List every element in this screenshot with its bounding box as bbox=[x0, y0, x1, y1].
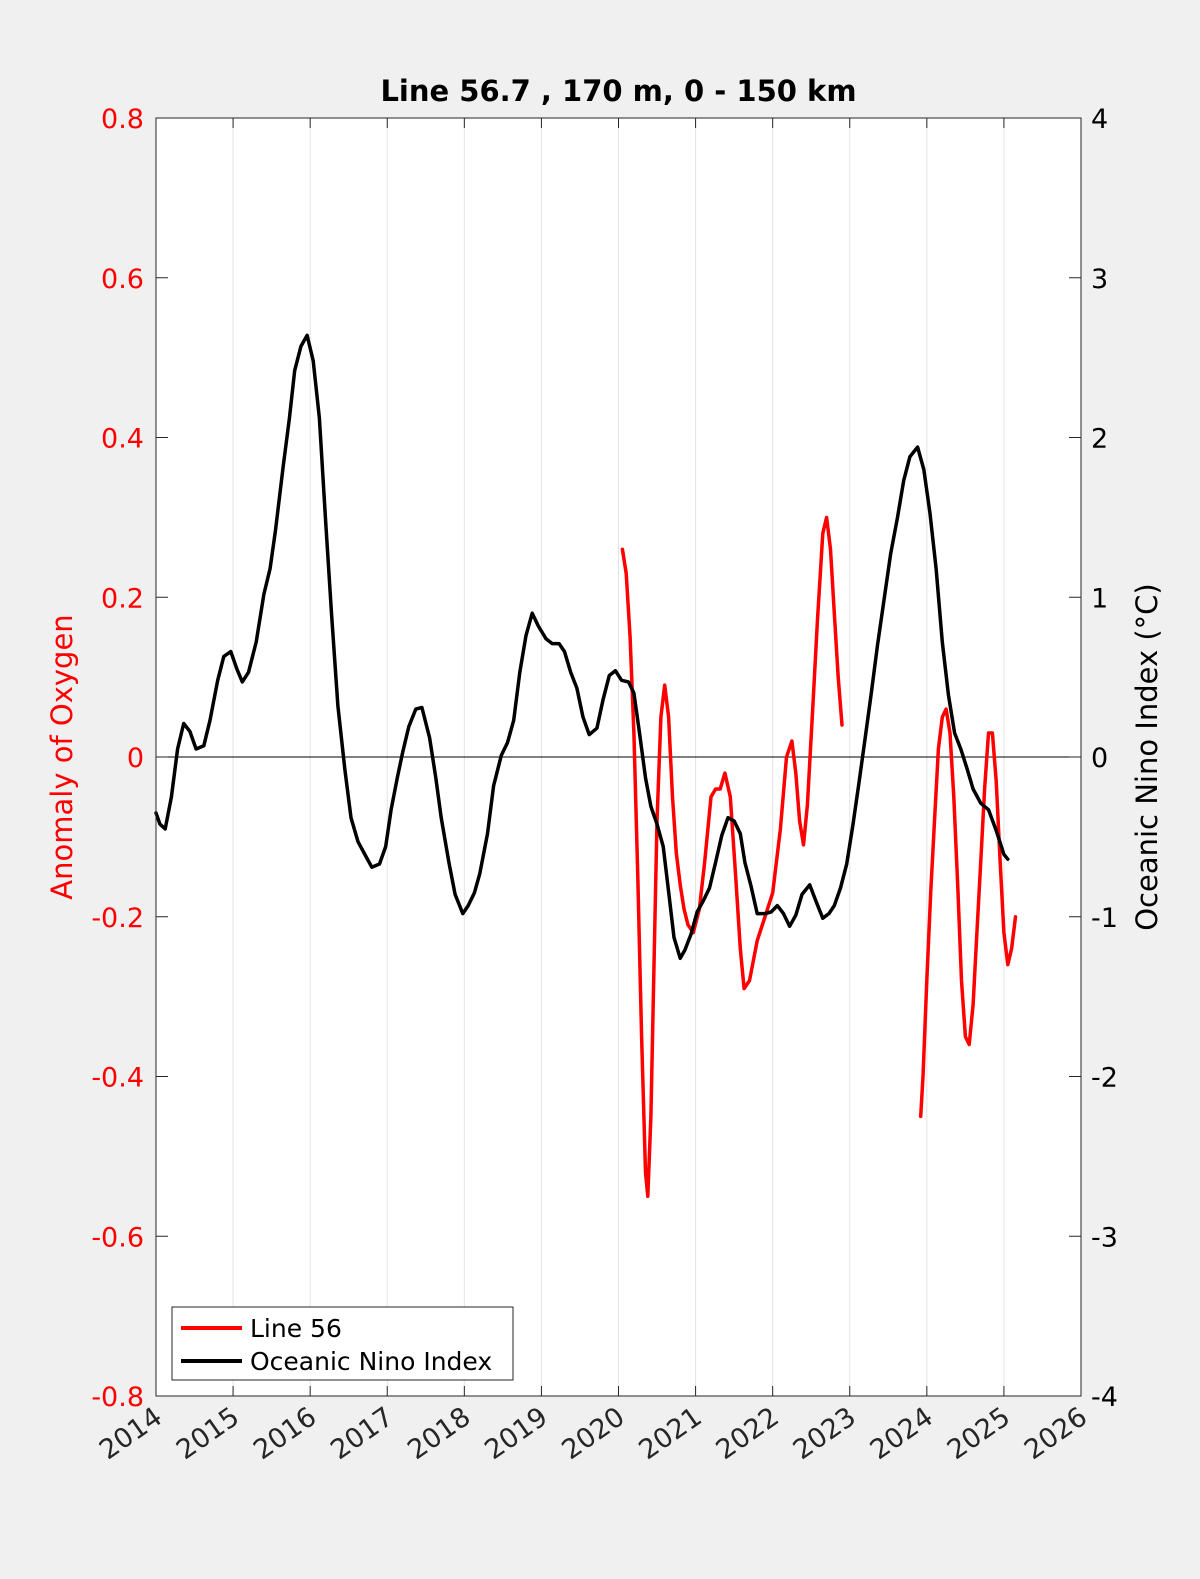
y-left-tick-label-5: 0.2 bbox=[101, 583, 144, 614]
y-left-tick-label-4: 0 bbox=[127, 743, 144, 774]
y-left-tick-label-8: 0.8 bbox=[101, 104, 144, 135]
legend-box bbox=[171, 1306, 514, 1381]
y-right-tick-label-1: -3 bbox=[1091, 1222, 1118, 1253]
y-left-tick-label-0: -0.8 bbox=[91, 1382, 144, 1413]
series-line-line-56-segment-1 bbox=[918, 707, 1018, 1119]
legend: Line 56 Oceanic Nino Index bbox=[171, 1306, 514, 1381]
series-layer bbox=[154, 333, 1018, 1199]
y-right-tick-label-3: -1 bbox=[1091, 903, 1118, 934]
y-left-tick-label-7: 0.6 bbox=[101, 264, 144, 295]
y-left-tick-label-6: 0.4 bbox=[101, 424, 144, 455]
y-right-tick-label-4: 0 bbox=[1091, 743, 1108, 774]
y-right-tick-label-8: 4 bbox=[1091, 104, 1108, 135]
y-right-tick-label-5: 1 bbox=[1091, 583, 1108, 614]
y-right-tick-label-2: -2 bbox=[1091, 1063, 1118, 1094]
series-line-line-56-segment-0 bbox=[620, 515, 844, 1199]
y-left-tick-label-2: -0.4 bbox=[91, 1063, 144, 1094]
legend-label-line-56: Line 56 bbox=[250, 1314, 342, 1343]
y-right-tick-label-0: -4 bbox=[1091, 1382, 1118, 1413]
y-left-tick-label-1: -0.6 bbox=[91, 1222, 144, 1253]
series-line-oceanic-nino-index-segment-0 bbox=[154, 333, 1010, 961]
y-right-tick-label-6: 2 bbox=[1091, 424, 1108, 455]
y-left-tick-label-3: -0.2 bbox=[91, 903, 144, 934]
y-axis-label-right: Oceanic Nino Index (°C) bbox=[1130, 583, 1164, 931]
y-axis-label-left: Anomaly of Oxygen bbox=[45, 614, 79, 899]
y-right-tick-label-7: 3 bbox=[1091, 264, 1108, 295]
chart-title: Line 56.7 , 170 m, 0 - 150 km bbox=[380, 74, 856, 108]
legend-label-oceanic-nino-index: Oceanic Nino Index bbox=[250, 1347, 492, 1376]
